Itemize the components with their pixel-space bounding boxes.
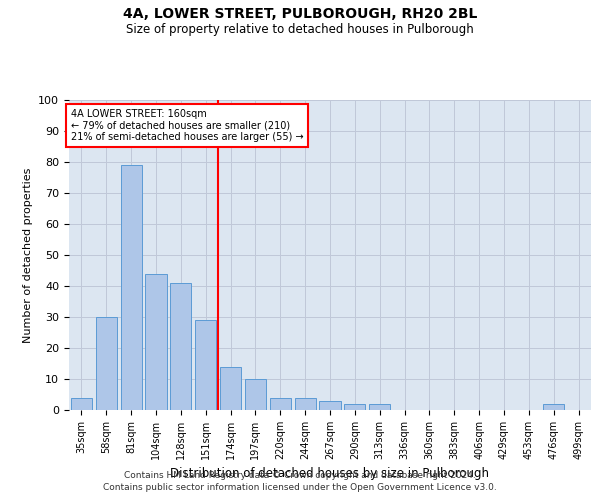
- Bar: [369, 404, 390, 410]
- Bar: [195, 320, 216, 410]
- X-axis label: Distribution of detached houses by size in Pulborough: Distribution of detached houses by size …: [170, 468, 490, 480]
- Bar: [220, 366, 241, 410]
- Bar: [96, 317, 117, 410]
- Bar: [295, 398, 316, 410]
- Bar: [344, 404, 365, 410]
- Bar: [121, 165, 142, 410]
- Bar: [319, 400, 341, 410]
- Bar: [170, 283, 191, 410]
- Bar: [270, 398, 291, 410]
- Text: 4A LOWER STREET: 160sqm
← 79% of detached houses are smaller (210)
21% of semi-d: 4A LOWER STREET: 160sqm ← 79% of detache…: [71, 110, 304, 142]
- Text: Contains HM Land Registry data © Crown copyright and database right 2024.: Contains HM Land Registry data © Crown c…: [124, 471, 476, 480]
- Text: 4A, LOWER STREET, PULBOROUGH, RH20 2BL: 4A, LOWER STREET, PULBOROUGH, RH20 2BL: [123, 8, 477, 22]
- Bar: [245, 379, 266, 410]
- Text: Contains public sector information licensed under the Open Government Licence v3: Contains public sector information licen…: [103, 484, 497, 492]
- Text: Size of property relative to detached houses in Pulborough: Size of property relative to detached ho…: [126, 22, 474, 36]
- Bar: [71, 398, 92, 410]
- Bar: [145, 274, 167, 410]
- Bar: [543, 404, 564, 410]
- Y-axis label: Number of detached properties: Number of detached properties: [23, 168, 33, 342]
